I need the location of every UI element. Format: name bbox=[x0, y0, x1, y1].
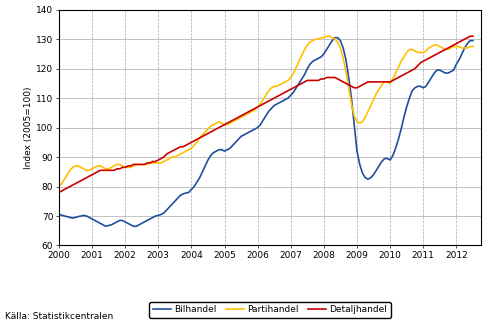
Bilhandel bbox=[56, 213, 62, 216]
Detaljhandel bbox=[307, 78, 313, 82]
Detaljhandel bbox=[346, 83, 352, 87]
Y-axis label: Index (2005=100): Index (2005=100) bbox=[25, 86, 33, 169]
Line: Detaljhandel: Detaljhandel bbox=[59, 36, 473, 193]
Partihandel bbox=[202, 130, 208, 134]
Bilhandel bbox=[205, 158, 211, 162]
Detaljhandel bbox=[318, 77, 324, 81]
Partihandel bbox=[470, 45, 476, 48]
Legend: Bilhandel, Partihandel, Detaljhandel: Bilhandel, Partihandel, Detaljhandel bbox=[149, 302, 391, 318]
Partihandel bbox=[349, 102, 355, 106]
Detaljhandel bbox=[202, 133, 208, 137]
Detaljhandel bbox=[467, 34, 473, 38]
Bilhandel bbox=[470, 39, 476, 43]
Detaljhandel bbox=[56, 191, 62, 194]
Partihandel bbox=[318, 36, 324, 40]
Detaljhandel bbox=[462, 37, 467, 41]
Bilhandel bbox=[321, 52, 327, 56]
Text: Källa: Statistikcentralen: Källa: Statistikcentralen bbox=[5, 312, 113, 321]
Bilhandel bbox=[467, 39, 473, 43]
Line: Partihandel: Partihandel bbox=[59, 36, 473, 186]
Partihandel bbox=[324, 34, 329, 38]
Partihandel bbox=[56, 184, 62, 188]
Bilhandel bbox=[260, 118, 266, 122]
Bilhandel bbox=[351, 123, 357, 127]
Partihandel bbox=[257, 102, 263, 106]
Partihandel bbox=[307, 40, 313, 44]
Detaljhandel bbox=[257, 104, 263, 108]
Bilhandel bbox=[310, 59, 316, 63]
Partihandel bbox=[464, 46, 470, 50]
Bilhandel bbox=[103, 224, 109, 228]
Detaljhandel bbox=[470, 34, 476, 38]
Bilhandel bbox=[332, 36, 338, 40]
Line: Bilhandel: Bilhandel bbox=[59, 38, 473, 226]
